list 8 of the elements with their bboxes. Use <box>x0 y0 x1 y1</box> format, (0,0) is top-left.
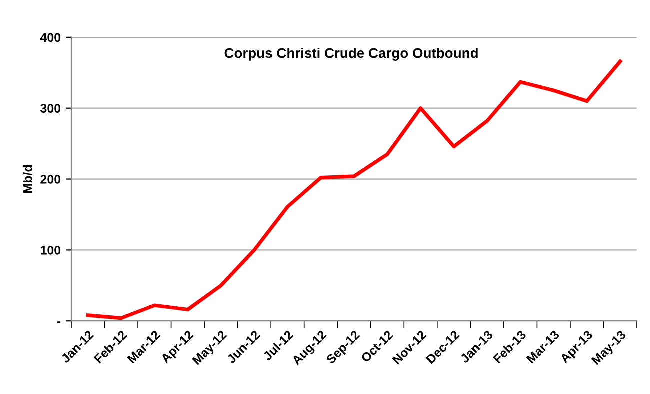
text: Corpus Christi Crude Cargo Outbound <box>224 48 478 61</box>
y-tick-label: 300 <box>40 104 61 114</box>
y-tick-label: 400 <box>40 33 61 42</box>
y-tick-label: - <box>57 322 61 324</box>
line-series <box>86 60 622 320</box>
y-tick-label: 200 <box>40 175 61 184</box>
y-tick-label: 100 <box>41 246 61 255</box>
y-axis-title: Mb/d <box>23 166 32 194</box>
